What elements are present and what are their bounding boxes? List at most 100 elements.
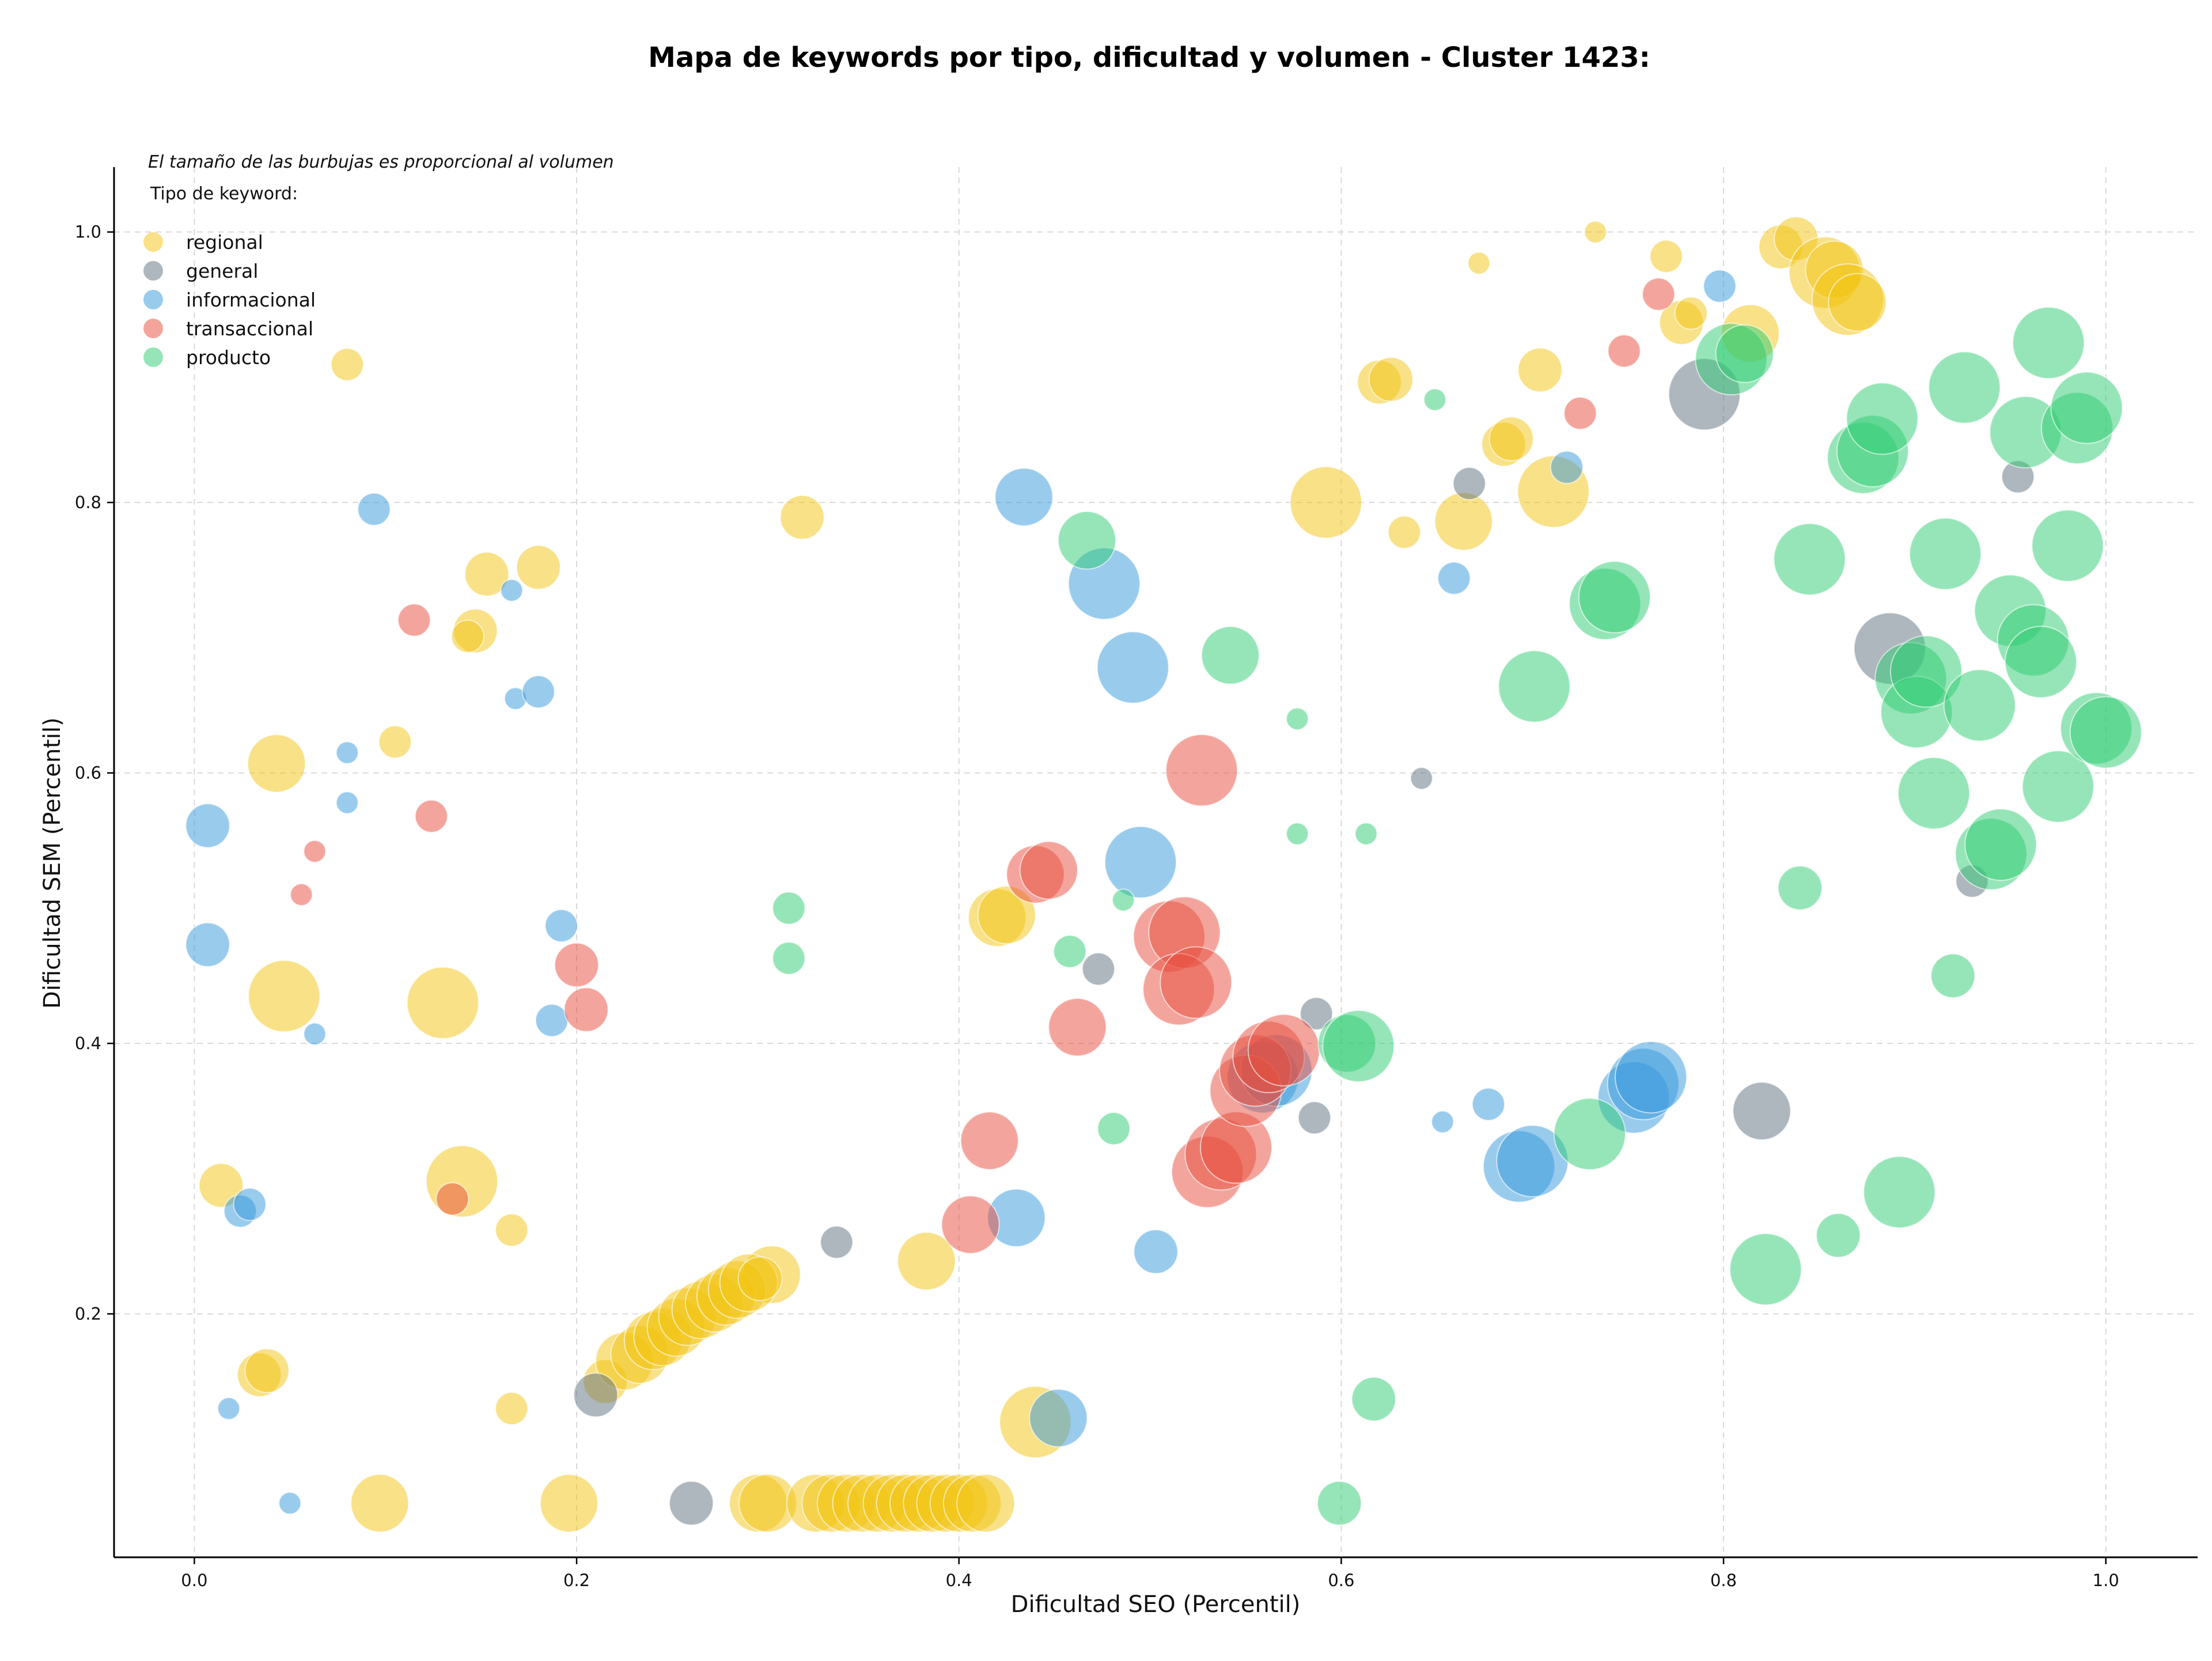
x-tick-label: 1.0 — [2093, 1571, 2119, 1590]
bubble-general-0 — [573, 1372, 619, 1418]
bubble-producto-11 — [1322, 1009, 1395, 1083]
tick-labels: 0.0 0.2 0.4 0.6 0.8 1.0 0.2 0.4 0.6 0.8 1.0 — [75, 222, 2119, 1590]
bubble-general-4 — [1297, 1101, 1331, 1135]
bubble-general-6 — [1410, 767, 1433, 790]
legend-item-general: general — [143, 260, 258, 282]
axes — [113, 167, 2198, 1558]
bubble-regional-53 — [1368, 357, 1414, 402]
bubble-producto-22 — [1777, 865, 1823, 911]
bubble-producto-18 — [1578, 561, 1651, 634]
bubble-informacional-7 — [185, 922, 230, 967]
bubble-transaccional-0 — [397, 603, 431, 637]
bubble-producto-1 — [772, 941, 806, 975]
bubble-producto-36 — [1943, 669, 2016, 742]
legend-label-informacional: informacional — [186, 289, 316, 311]
bubble-producto-12 — [1354, 822, 1378, 846]
bubble-informacional-32 — [1615, 1041, 1687, 1114]
bubble-producto-27 — [1846, 382, 1919, 455]
bubble-regional-51 — [1289, 466, 1362, 539]
legend: regional general informacional transacciona… — [143, 231, 316, 369]
bubble-regional-56 — [1467, 251, 1491, 275]
y-tick-label: 0.6 — [75, 763, 101, 783]
bubble-transaccional-5 — [563, 987, 609, 1032]
bubble-producto-33 — [1909, 517, 1982, 591]
legend-item-producto: producto — [143, 346, 271, 369]
bubble-transaccional-3 — [290, 883, 313, 906]
bubble-regional-35 — [737, 1256, 783, 1301]
bubble-producto-42 — [2004, 626, 2077, 699]
bubble-producto-8 — [1286, 822, 1309, 846]
bubble-informacional-12 — [233, 1187, 267, 1221]
y-tick-label: 0.4 — [75, 1034, 101, 1053]
bubble-regional-71 — [1828, 273, 1887, 332]
bubble-producto-15 — [1498, 650, 1571, 723]
bubble-regional-7 — [378, 725, 412, 759]
bubble-regional-6 — [247, 734, 306, 793]
bubble-producto-4 — [1097, 1111, 1131, 1145]
bubble-general-7 — [1452, 467, 1486, 501]
bubble-producto-35 — [1928, 351, 2001, 424]
bubble-informacional-1 — [500, 578, 524, 602]
bubble-informacional-14 — [278, 1492, 302, 1515]
bubble-regional-12 — [495, 1213, 529, 1247]
bubble-producto-38 — [1964, 808, 2037, 881]
y-tick-label: 0.8 — [75, 493, 101, 512]
bubble-producto-6 — [1200, 626, 1260, 685]
bubble-regional-50 — [956, 1474, 1016, 1533]
legend-label-regional: regional — [186, 231, 263, 253]
bubble-transaccional-1 — [414, 799, 448, 833]
bubble-informacional-9 — [544, 909, 578, 943]
bubble-informacional-4 — [335, 741, 359, 765]
bubble-producto-44 — [2021, 750, 2094, 823]
legend-marker-producto — [143, 347, 163, 367]
bubble-producto-3 — [1058, 510, 1116, 570]
bubble-producto-23 — [1773, 523, 1846, 596]
series-producto — [772, 307, 2142, 1526]
legend-title: Tipo de keyword: — [150, 184, 298, 204]
bubble-producto-0 — [772, 891, 806, 925]
bubble-producto-34 — [1930, 953, 1976, 998]
x-tick-label: 0.2 — [563, 1571, 590, 1590]
bubble-layer — [185, 216, 2142, 1533]
x-tick-label: 0.4 — [946, 1571, 972, 1590]
bubble-informacional-25 — [1437, 561, 1471, 595]
bubble-transaccional-2 — [303, 839, 327, 863]
legend-item-transaccional: transaccional — [143, 317, 313, 340]
bubble-regional-59 — [1517, 347, 1563, 393]
bubble-regional-14 — [244, 1348, 290, 1394]
bubble-producto-5 — [1112, 888, 1135, 912]
bubble-informacional-8 — [303, 1022, 327, 1046]
bubble-producto-49 — [2069, 696, 2142, 769]
bubble-transaccional-25 — [1607, 334, 1641, 368]
bubble-regional-0 — [330, 347, 364, 381]
bubble-producto-24 — [1816, 1213, 1861, 1258]
bubble-transaccional-10 — [1019, 841, 1078, 900]
legend-marker-regional — [143, 232, 163, 252]
bubble-regional-10 — [198, 1163, 244, 1208]
bubble-producto-21 — [1729, 1233, 1802, 1306]
bubble-informacional-15 — [994, 467, 1054, 527]
series-regional — [198, 216, 1887, 1533]
bubble-regional-54 — [1387, 515, 1421, 549]
grid-lines — [114, 167, 2198, 1557]
bubble-informacional-10 — [535, 1004, 569, 1038]
bubble-size-note: El tamaño de las burbujas es proporciona… — [148, 152, 614, 172]
bubble-informacional-5 — [335, 791, 359, 815]
bubble-regional-8 — [248, 959, 321, 1032]
bubble-regional-15 — [495, 1391, 529, 1425]
bubble-transaccional-6 — [435, 1182, 469, 1216]
bubble-regional-58 — [1488, 416, 1534, 461]
legend-label-producto: producto — [186, 346, 271, 369]
bubble-regional-16 — [350, 1474, 410, 1533]
bubble-regional-1 — [779, 494, 825, 540]
bubble-transaccional-7 — [960, 1111, 1019, 1170]
bubble-general-5 — [1300, 997, 1334, 1031]
x-tick-label: 0.8 — [1710, 1571, 1737, 1590]
legend-item-informacional: informacional — [143, 289, 316, 311]
bubble-regional-20 — [897, 1231, 956, 1291]
bubble-producto-20 — [1715, 324, 1774, 383]
bubble-producto-16 — [1553, 1098, 1626, 1171]
bubble-transaccional-4 — [554, 942, 599, 987]
y-tick-label: 0.2 — [75, 1304, 101, 1323]
bubble-transaccional-23 — [1247, 1013, 1320, 1087]
